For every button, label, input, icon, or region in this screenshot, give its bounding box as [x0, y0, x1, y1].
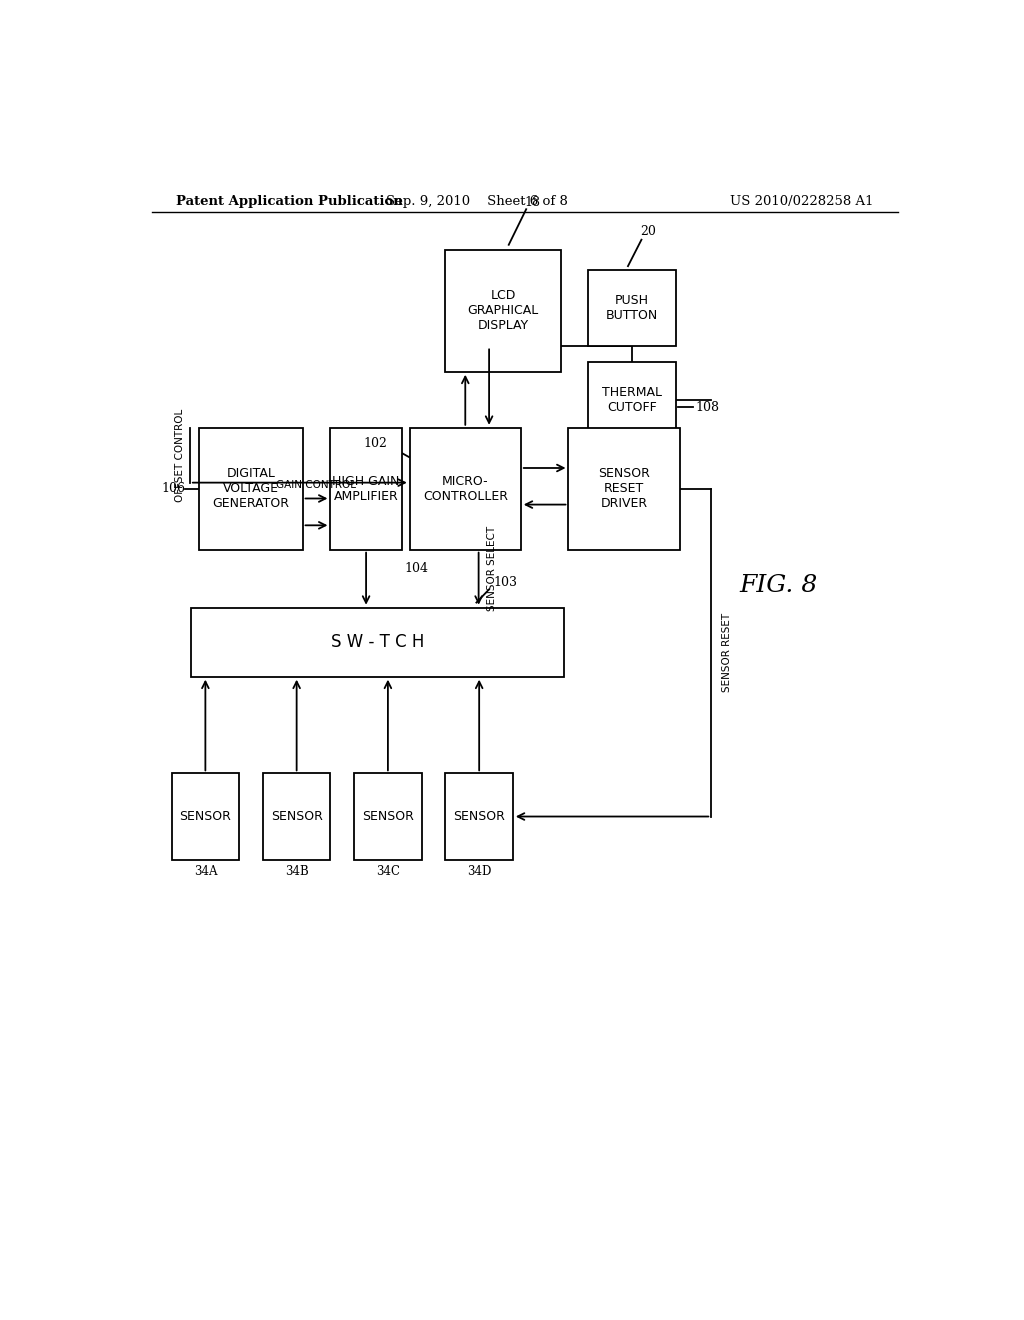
Text: 102: 102 [364, 437, 387, 450]
Bar [588, 271, 676, 346]
Text: Sep. 9, 2010    Sheet 6 of 8: Sep. 9, 2010 Sheet 6 of 8 [386, 194, 568, 207]
Text: 34C: 34C [376, 865, 400, 878]
Text: US 2010/0228258 A1: US 2010/0228258 A1 [730, 194, 873, 207]
Text: 34B: 34B [285, 865, 308, 878]
Text: SENSOR: SENSOR [270, 810, 323, 822]
Text: OFFSET CONTROL: OFFSET CONTROL [175, 409, 185, 502]
Text: 106: 106 [162, 482, 185, 495]
Text: S W - T C H: S W - T C H [332, 634, 425, 651]
Text: 108: 108 [695, 401, 720, 414]
Text: SENSOR RESET: SENSOR RESET [722, 612, 731, 692]
Text: SENSOR SELECT: SENSOR SELECT [486, 525, 497, 611]
Text: DIGITAL
VOLTAGE
GENERATOR: DIGITAL VOLTAGE GENERATOR [213, 467, 290, 511]
Text: 18: 18 [524, 197, 541, 209]
Text: SENSOR: SENSOR [179, 810, 231, 822]
Text: SENSOR: SENSOR [454, 810, 505, 822]
Text: Patent Application Publication: Patent Application Publication [176, 194, 402, 207]
Text: HIGH GAIN
AMPLIFIER: HIGH GAIN AMPLIFIER [333, 475, 399, 503]
Bar [568, 428, 680, 549]
Bar [588, 362, 676, 438]
Bar [354, 774, 422, 859]
Text: PUSH
BUTTON: PUSH BUTTON [606, 294, 658, 322]
Text: 103: 103 [494, 577, 517, 589]
Text: SENSOR
RESET
DRIVER: SENSOR RESET DRIVER [598, 467, 650, 511]
Text: THERMAL
CUTOFF: THERMAL CUTOFF [602, 385, 662, 413]
Text: 34A: 34A [194, 865, 217, 878]
Bar [410, 428, 521, 549]
Bar [172, 774, 240, 859]
Text: FIG. 8: FIG. 8 [739, 574, 818, 597]
Text: MICRO-
CONTROLLER: MICRO- CONTROLLER [423, 475, 508, 503]
Text: 104: 104 [404, 562, 428, 576]
Bar [263, 774, 331, 859]
Bar [445, 774, 513, 859]
Bar [445, 249, 560, 372]
Bar [191, 607, 564, 677]
Text: LCD
GRAPHICAL
DISPLAY: LCD GRAPHICAL DISPLAY [467, 289, 539, 333]
Text: SENSOR: SENSOR [361, 810, 414, 822]
Text: 34D: 34D [467, 865, 492, 878]
Bar [200, 428, 303, 549]
Text: GAIN CONTROL: GAIN CONTROL [276, 480, 356, 490]
Text: 20: 20 [640, 224, 655, 238]
Bar [331, 428, 401, 549]
